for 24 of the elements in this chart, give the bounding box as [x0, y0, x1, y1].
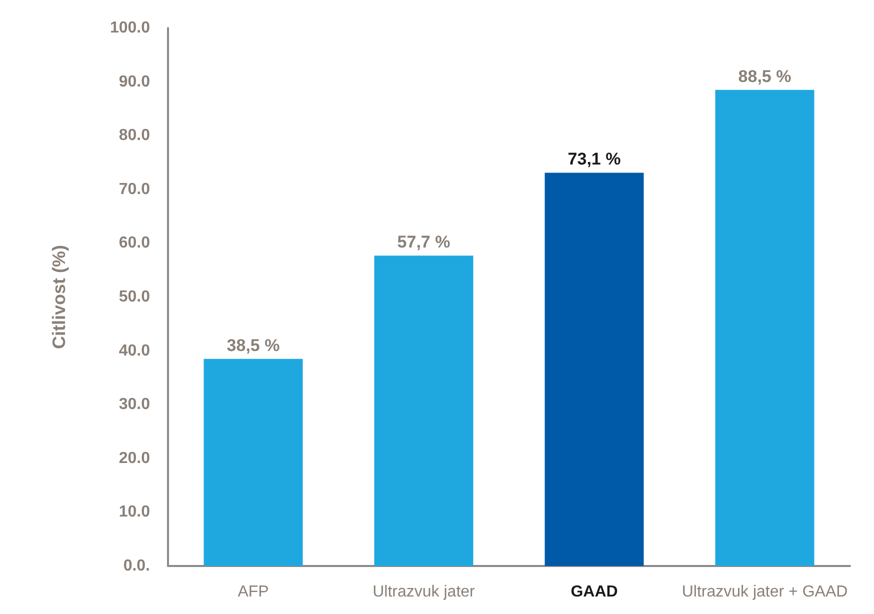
y-tick-label: 30.0: [118, 396, 150, 414]
x-tick-label: AFP: [238, 584, 269, 600]
y-tick-label: 50.0: [118, 288, 150, 306]
x-tick-label: GAAD: [570, 584, 618, 600]
bar: [374, 256, 474, 566]
x-tick-label: Ultrazvuk jater + GAAD: [682, 584, 848, 600]
data-label: 88,5 %: [738, 66, 792, 86]
x-tick-label: Ultrazvuk jater: [372, 584, 476, 600]
y-tick-label: 70.0: [118, 180, 150, 198]
bar: [715, 90, 814, 566]
bar: [544, 172, 644, 566]
y-axis-title: Citlivost (%): [49, 244, 69, 350]
y-tick-label: 0.0.: [123, 558, 150, 574]
y-tick-label: 90.0: [118, 73, 150, 90]
y-tick-label: 40.0: [118, 342, 150, 360]
y-tick-label: 10.0: [118, 504, 150, 521]
data-label: 57,7 %: [397, 232, 450, 252]
bar: [204, 358, 303, 566]
y-tick-label: 60.0: [118, 234, 150, 252]
y-tick-label: 20.0: [118, 450, 150, 467]
y-tick-label: 100.0: [110, 20, 150, 36]
y-tick-label: 80.0: [118, 127, 150, 144]
data-label: 73,1 %: [568, 150, 621, 169]
data-label: 38,5 %: [226, 336, 280, 355]
